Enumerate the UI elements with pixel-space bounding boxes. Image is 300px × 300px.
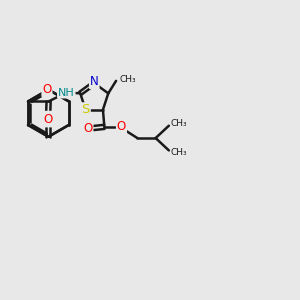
- Text: CH₃: CH₃: [171, 148, 187, 157]
- Text: O: O: [44, 112, 53, 125]
- Text: NH: NH: [58, 88, 75, 98]
- Text: CH₃: CH₃: [119, 75, 136, 84]
- Text: O: O: [117, 120, 126, 134]
- Text: O: O: [42, 83, 52, 96]
- Text: O: O: [44, 113, 53, 127]
- Text: CH₃: CH₃: [171, 119, 187, 128]
- Text: O: O: [83, 122, 92, 135]
- Text: N: N: [90, 75, 99, 88]
- Text: S: S: [81, 103, 90, 116]
